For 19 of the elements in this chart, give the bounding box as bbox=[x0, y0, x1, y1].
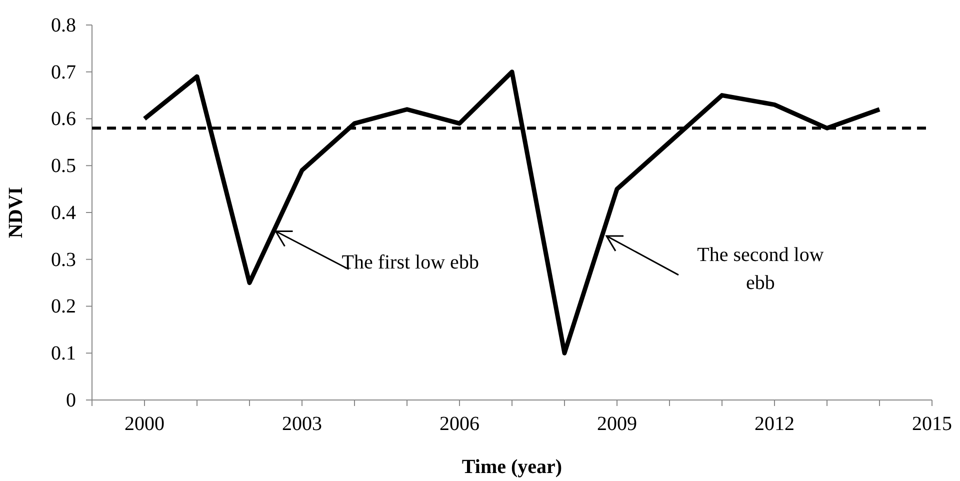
x-tick-label: 2009 bbox=[597, 413, 637, 436]
annotation: The second low ebb bbox=[697, 244, 824, 294]
y-axis-title: NDVI bbox=[5, 186, 27, 238]
y-tick-label: 0 bbox=[66, 389, 76, 412]
x-tick-label: 2006 bbox=[440, 413, 480, 436]
x-tick-label: 2012 bbox=[754, 413, 794, 436]
y-tick-label: 0.2 bbox=[51, 296, 76, 318]
annotation: The first low ebb bbox=[342, 251, 479, 274]
y-tick-label: 0.1 bbox=[51, 342, 76, 365]
y-tick-label: 0.4 bbox=[51, 202, 76, 224]
x-axis-title: Time (year) bbox=[462, 456, 562, 478]
y-tick-label: 0.7 bbox=[51, 61, 76, 84]
x-tick-label: 2000 bbox=[124, 413, 164, 436]
y-tick-label: 0.5 bbox=[51, 155, 76, 178]
x-tick-label: 2015 bbox=[912, 413, 952, 436]
y-tick-label: 0.3 bbox=[51, 248, 76, 271]
y-tick-label: 0.6 bbox=[51, 108, 76, 130]
y-tick-label: 0.8 bbox=[51, 14, 76, 36]
x-tick-label: 2003 bbox=[282, 413, 322, 436]
